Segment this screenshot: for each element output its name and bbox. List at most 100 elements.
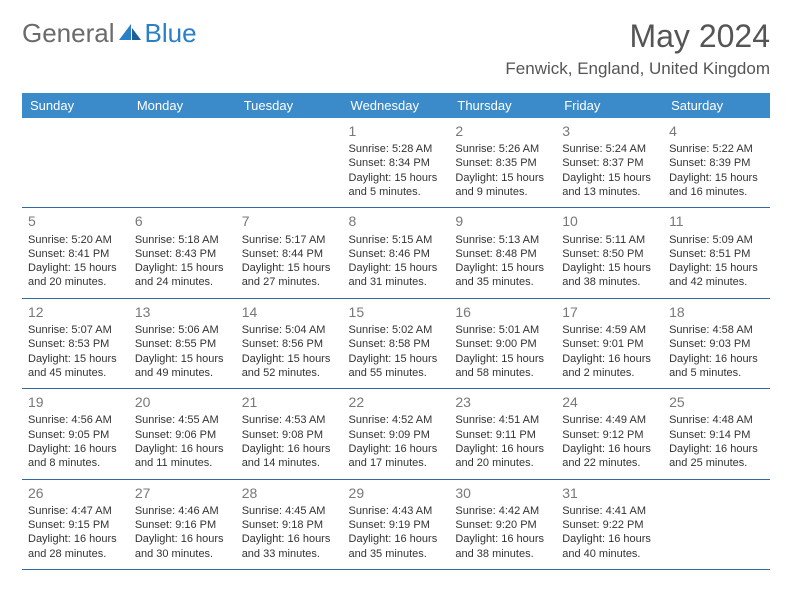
daylight-line-1: Daylight: 16 hours (669, 352, 764, 366)
day-number: 8 (349, 212, 444, 230)
calendar-day-cell: 2Sunrise: 5:26 AMSunset: 8:35 PMDaylight… (449, 118, 556, 208)
sunset-line: Sunset: 9:00 PM (455, 337, 550, 351)
day-number: 16 (455, 303, 550, 321)
day-number: 18 (669, 303, 764, 321)
sunrise-line: Sunrise: 5:28 AM (349, 142, 444, 156)
sunrise-line: Sunrise: 4:43 AM (349, 504, 444, 518)
calendar-day-cell: 27 Sunrise: 4:46 AMSunset: 9:16 PMDayligh… (129, 479, 236, 569)
sunset-line: Sunset: 8:46 PM (349, 247, 444, 261)
daylight-line-2: and 17 minutes. (349, 456, 444, 470)
calendar-day-cell: 14Sunrise: 5:04 AMSunset: 8:56 PMDayligh… (236, 298, 343, 388)
calendar-day-cell: 5Sunrise: 5:20 AMSunset: 8:41 PMDaylight… (22, 208, 129, 298)
daylight-line-2: and 11 minutes. (135, 456, 230, 470)
calendar-day-cell: 24Sunrise: 4:49 AMSunset: 9:12 PMDayligh… (556, 389, 663, 479)
sunset-line: Sunset: 9:05 PM (28, 428, 123, 442)
daylight-line-2: and 28 minutes. (28, 547, 123, 561)
daylight-line-2: and 5 minutes. (669, 366, 764, 380)
calendar-day-cell (663, 479, 770, 569)
sunset-line: Sunset: 8:48 PM (455, 247, 550, 261)
sunrise-line: Sunrise: 4:58 AM (669, 323, 764, 337)
calendar-week-row: 12Sunrise: 5:07 AMSunset: 8:53 PMDayligh… (22, 298, 770, 388)
sunrise-line: Sunrise: 4:56 AM (28, 413, 123, 427)
calendar-body: 1Sunrise: 5:28 AMSunset: 8:34 PMDaylight… (22, 118, 770, 569)
sunrise-line: Sunrise: 5:17 AM (242, 233, 337, 247)
day-header: Saturday (663, 93, 770, 118)
sunset-line: Sunset: 9:22 PM (562, 518, 657, 532)
title-block: May 2024 Fenwick, England, United Kingdo… (505, 18, 770, 79)
daylight-line-2: and 45 minutes. (28, 366, 123, 380)
daylight-line-1: Daylight: 16 hours (135, 442, 230, 456)
sunset-line: Sunset: 9:12 PM (562, 428, 657, 442)
daylight-line-1: Daylight: 15 hours (669, 261, 764, 275)
day-number: 11 (669, 212, 764, 230)
daylight-line-1: Daylight: 15 hours (455, 352, 550, 366)
calendar-day-cell: 13Sunrise: 5:06 AMSunset: 8:55 PMDayligh… (129, 298, 236, 388)
calendar-table: Sunday Monday Tuesday Wednesday Thursday… (22, 93, 770, 570)
daylight-line-2: and 33 minutes. (242, 547, 337, 561)
sunset-line: Sunset: 8:35 PM (455, 156, 550, 170)
daylight-line-2: and 5 minutes. (349, 185, 444, 199)
daylight-line-1: Daylight: 16 hours (455, 442, 550, 456)
day-number: 14 (242, 303, 337, 321)
sunrise-line: Sunrise: 4:45 AM (242, 504, 337, 518)
calendar-day-cell: 29Sunrise: 4:43 AMSunset: 9:19 PMDayligh… (343, 479, 450, 569)
daylight-line-2: and 38 minutes. (455, 547, 550, 561)
daylight-line-1: Daylight: 15 hours (242, 261, 337, 275)
day-number: 3 (562, 122, 657, 140)
daylight-line-2: and 35 minutes. (455, 275, 550, 289)
sunrise-line: Sunrise: 4:42 AM (455, 504, 550, 518)
calendar-day-cell: 22Sunrise: 4:52 AMSunset: 9:09 PMDayligh… (343, 389, 450, 479)
sunrise-line: Sunrise: 4:53 AM (242, 413, 337, 427)
sunset-line: Sunset: 8:43 PM (135, 247, 230, 261)
calendar-week-row: 19 Sunrise: 4:56 AMSunset: 9:05 PM Dayligh… (22, 389, 770, 479)
sunrise-line: Sunrise: 5:02 AM (349, 323, 444, 337)
daylight-line-1: Daylight: 16 hours (135, 532, 230, 546)
sunrise-line: Sunrise: 5:11 AM (562, 233, 657, 247)
daylight-line-1: Daylight: 16 hours (349, 532, 444, 546)
calendar-day-cell: 9Sunrise: 5:13 AMSunset: 8:48 PMDaylight… (449, 208, 556, 298)
calendar-day-cell: 15Sunrise: 5:02 AMSunset: 8:58 PMDayligh… (343, 298, 450, 388)
sunset-line: Sunset: 9:19 PM (349, 518, 444, 532)
daylight-line-1: Daylight: 15 hours (349, 261, 444, 275)
sunset-line: Sunset: 8:56 PM (242, 337, 337, 351)
calendar-day-cell: 21Sunrise: 4:53 AMSunset: 9:08 PMDayligh… (236, 389, 343, 479)
sunset-line: Sunset: 9:09 PM (349, 428, 444, 442)
daylight-line-2: and 27 minutes. (242, 275, 337, 289)
daylight-line-2: and 16 minutes. (669, 185, 764, 199)
sunrise-line: Sunrise: 4:46 AM (135, 504, 230, 518)
day-number: 27 (135, 484, 230, 502)
day-number: 19 (28, 393, 123, 411)
sunset-line: Sunset: 8:41 PM (28, 247, 123, 261)
calendar-day-cell: 11Sunrise: 5:09 AMSunset: 8:51 PMDayligh… (663, 208, 770, 298)
daylight-line-2: and 49 minutes. (135, 366, 230, 380)
sunset-line: Sunset: 9:01 PM (562, 337, 657, 351)
sunrise-line: Sunrise: 5:06 AM (135, 323, 230, 337)
sunrise-line: Sunrise: 5:18 AM (135, 233, 230, 247)
daylight-line-2: and 25 minutes. (669, 456, 764, 470)
daylight-line-1: Daylight: 15 hours (28, 261, 123, 275)
calendar-day-cell: 17Sunrise: 4:59 AMSunset: 9:01 PMDayligh… (556, 298, 663, 388)
sunset-line: Sunset: 9:06 PM (135, 428, 230, 442)
day-header: Friday (556, 93, 663, 118)
calendar-day-cell: 12Sunrise: 5:07 AMSunset: 8:53 PMDayligh… (22, 298, 129, 388)
daylight-line-2: and 8 minutes. (28, 456, 123, 470)
day-number: 13 (135, 303, 230, 321)
daylight-line-1: Daylight: 16 hours (28, 532, 123, 546)
day-number: 26 (28, 484, 123, 502)
sunset-line: Sunset: 8:34 PM (349, 156, 444, 170)
day-header: Tuesday (236, 93, 343, 118)
day-number: 9 (455, 212, 550, 230)
calendar-day-cell: 3Sunrise: 5:24 AMSunset: 8:37 PMDaylight… (556, 118, 663, 208)
daylight-line-2: and 22 minutes. (562, 456, 657, 470)
day-header: Monday (129, 93, 236, 118)
calendar-day-cell: 4Sunrise: 5:22 AMSunset: 8:39 PMDaylight… (663, 118, 770, 208)
calendar-day-cell: 26Sunrise: 4:47 AMSunset: 9:15 PMDayligh… (22, 479, 129, 569)
day-number: 5 (28, 212, 123, 230)
calendar-day-cell: 20Sunrise: 4:55 AMSunset: 9:06 PMDayligh… (129, 389, 236, 479)
day-number: 12 (28, 303, 123, 321)
daylight-line-2: and 20 minutes. (455, 456, 550, 470)
sunset-line: Sunset: 9:15 PM (28, 518, 123, 532)
sunset-line: Sunset: 9:16 PM (135, 518, 230, 532)
daylight-line-2: and 38 minutes. (562, 275, 657, 289)
sunset-line: Sunset: 8:51 PM (669, 247, 764, 261)
